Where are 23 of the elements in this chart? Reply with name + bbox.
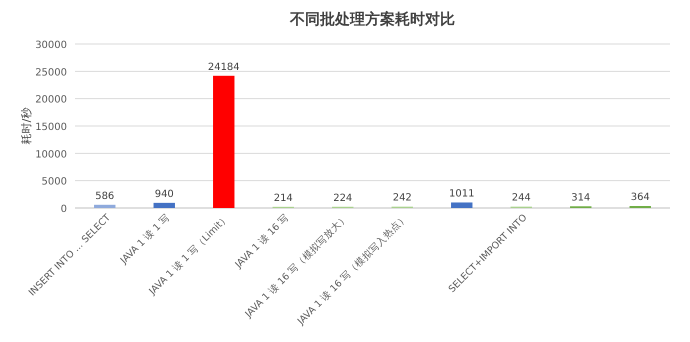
data-label: 364 [630,192,650,204]
y-tick-label: 0 [60,204,67,215]
y-tick-label: 30000 [35,40,67,51]
y-tick-label: 15000 [35,122,67,133]
data-label: 224 [333,192,352,204]
data-label: 24184 [208,62,240,73]
y-tick-label: 5000 [42,176,67,188]
y-tick-label: 20000 [35,94,67,106]
bar [154,202,175,208]
chart-title: 不同批处理方案耗时对比 [289,10,455,28]
bar [213,76,234,208]
data-label: 214 [274,192,293,204]
y-axis-title: 耗时/秒 [20,108,33,144]
data-label: 940 [154,188,174,200]
bar [451,202,472,208]
data-label: 242 [392,192,412,204]
data-label: 314 [571,192,590,204]
bar [94,204,116,208]
y-tick-label: 10000 [35,149,67,160]
data-label: 1011 [449,188,474,200]
y-tick-label: 25000 [35,67,67,78]
data-label: 586 [95,190,114,202]
data-label: 244 [512,192,531,204]
